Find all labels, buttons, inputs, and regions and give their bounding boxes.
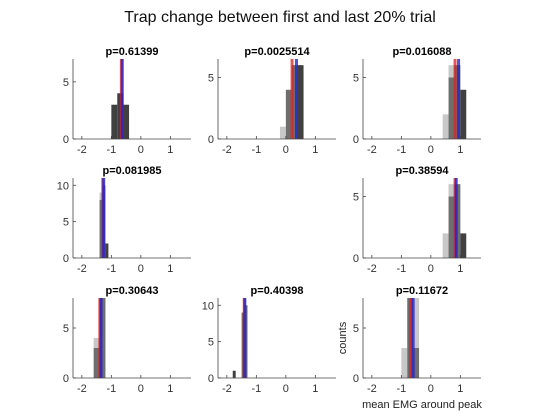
- chart-4-x-tick-label-2: -1: [106, 263, 116, 275]
- chart-3-x-tick-label-4: 1: [457, 144, 463, 156]
- chart-6-x-tick-label-1: -2: [367, 263, 377, 275]
- chart-9-y-label: counts: [337, 321, 349, 354]
- chart-6-y-tick-label-1: 0: [353, 253, 359, 265]
- chart-1-x-tick-label-4: 1: [167, 144, 173, 156]
- chart-7-title: p=0.30643: [106, 285, 159, 297]
- chart-3-y-tick-label-1: 0: [353, 134, 359, 146]
- chart-2-x-tick-label-2: -1: [251, 144, 261, 156]
- chart-1-title: p=0.61399: [106, 46, 159, 58]
- chart-8-y-tick-label-1: 0: [208, 373, 214, 385]
- chart-2-x-tick-label-4: 1: [312, 144, 318, 156]
- chart-9-y-tick-label-2: 5: [353, 323, 359, 335]
- chart-9-bar-overlap-3: [413, 348, 420, 378]
- chart-9-bar-first-1: [401, 348, 408, 378]
- chart-9-title: p=0.11672: [396, 285, 448, 297]
- chart-1-x-tick-label-2: -1: [106, 144, 116, 156]
- chart-6-bar-first-1: [442, 233, 449, 258]
- chart-3-x-tick-label-2: -1: [396, 144, 406, 156]
- chart-8-y-tick-label-2: 5: [208, 337, 214, 349]
- chart-1-bar-last-3: [123, 104, 130, 139]
- chart-2-x-tick-label-1: -2: [222, 144, 232, 156]
- chart-1-bar-last-1: [111, 104, 118, 139]
- chart-9-x-tick-label-4: 1: [457, 383, 463, 395]
- chart-3-x-tick-label-1: -2: [367, 144, 377, 156]
- chart-7-y-tick-label-1: 0: [63, 373, 69, 385]
- chart-6-title: p=0.38594: [396, 165, 450, 177]
- chart-6-x-tick-label-2: -1: [396, 263, 406, 275]
- chart-9-x-tick-label-1: -2: [367, 383, 377, 395]
- chart-8-x-tick-label-1: -2: [222, 383, 232, 395]
- chart-2-bar-overlap-2: [285, 89, 292, 139]
- chart-4-bar-overlap-1: [99, 199, 103, 258]
- chart-2-y-tick-label-2: 5: [208, 72, 214, 84]
- chart-4-bar-first-1: [99, 192, 103, 200]
- chart-4-bar-last-3: [105, 243, 109, 258]
- chart-4-title: p=0.081985: [102, 165, 161, 177]
- chart-3-x-tick-label-3: 0: [428, 144, 434, 156]
- chart-6-y-tick-label-2: 5: [353, 191, 359, 203]
- chart-4-x-tick-label-3: 0: [138, 263, 144, 275]
- chart-7-x-tick-label-3: 0: [138, 383, 144, 395]
- chart-1-x-tick-label-1: -2: [77, 144, 87, 156]
- chart-3-bar-first-2: [448, 65, 455, 78]
- chart-8-x-tick-label-2: -1: [251, 383, 261, 395]
- chart-4-x-tick-label-1: -2: [77, 263, 87, 275]
- chart-2-bar-first-1: [279, 126, 286, 139]
- chart-6-bar-last-4: [460, 233, 467, 258]
- chart-6-bar-first-2: [448, 184, 455, 197]
- chart-8-x-tick-label-4: 1: [312, 383, 318, 395]
- chart-2-y-tick-label-1: 0: [208, 134, 214, 146]
- chart-9-x-label: mean EMG around peak: [362, 399, 482, 411]
- chart-4-x-tick-label-4: 1: [167, 263, 173, 275]
- chart-7-x-tick-label-2: -1: [106, 383, 116, 395]
- chart-3-bar-overlap-2: [448, 77, 455, 139]
- figure-title: Trap change between first and last 20% t…: [124, 9, 436, 26]
- chart-7-bar-overlap-1: [93, 348, 100, 378]
- chart-1-x-tick-label-3: 0: [138, 144, 144, 156]
- chart-8-bar-last-1: [232, 370, 236, 378]
- chart-7-x-tick-label-1: -2: [77, 383, 87, 395]
- chart-4-y-tick-label-3: 10: [57, 180, 69, 192]
- chart-6-x-tick-label-4: 1: [457, 263, 463, 275]
- chart-7-x-tick-label-4: 1: [167, 383, 173, 395]
- chart-2-title: p=0.0025514: [244, 46, 310, 58]
- chart-9-x-tick-label-3: 0: [428, 383, 434, 395]
- chart-6-x-tick-label-3: 0: [428, 263, 434, 275]
- chart-8-y-tick-label-3: 10: [202, 300, 214, 312]
- chart-3-bar-first-1: [442, 114, 449, 139]
- chart-3-title: p=0.016088: [392, 46, 451, 58]
- chart-4-y-tick-label-1: 0: [63, 253, 69, 265]
- chart-7-bar-first-1: [93, 338, 100, 348]
- chart-7-y-tick-label-2: 5: [63, 323, 69, 335]
- chart-3-bar-last-4: [460, 89, 467, 139]
- chart-8-x-tick-label-3: 0: [283, 383, 289, 395]
- chart-2-bar-last-4: [297, 65, 304, 139]
- chart-6-bar-overlap-2: [448, 196, 455, 258]
- chart-9-y-tick-label-1: 0: [353, 373, 359, 385]
- chart-2-bar-overlap-3: [291, 65, 298, 139]
- chart-3-y-tick-label-2: 5: [353, 72, 359, 84]
- chart-9-x-tick-label-2: -1: [396, 383, 406, 395]
- chart-8-title: p=0.40398: [251, 285, 304, 297]
- chart-2-x-tick-label-3: 0: [283, 144, 289, 156]
- chart-1-y-tick-label-2: 5: [63, 77, 69, 89]
- chart-9-bar-first-3: [413, 298, 420, 348]
- chart-1-y-tick-label-1: 0: [63, 134, 69, 146]
- chart-4-y-tick-label-2: 5: [63, 217, 69, 229]
